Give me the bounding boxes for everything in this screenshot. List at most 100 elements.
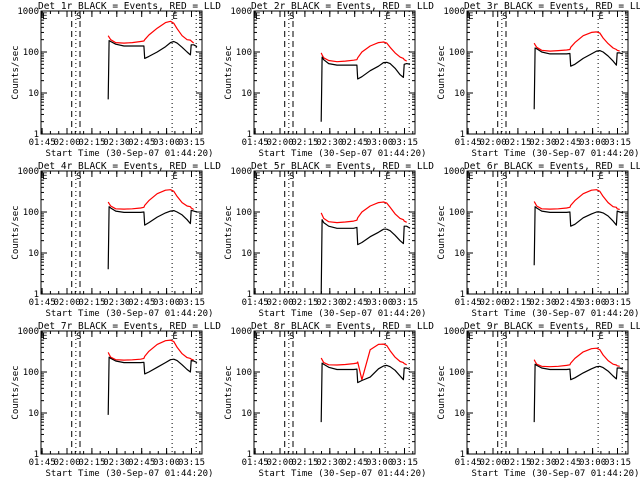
x-tick-label: 02:45 bbox=[554, 138, 581, 148]
x-tick-label: 02:15 bbox=[504, 298, 531, 308]
panel-plot: Det 4r BLACK = Events, RED = LLD 1 10 100 10… bbox=[11, 161, 221, 319]
detector-panel-2: Det 2r BLACK = Events, RED = LLD 1 10 100 10… bbox=[213, 0, 434, 160]
panel-plot: Det 6r BLACK = Events, RED = LLD 1 10 100 10… bbox=[437, 161, 640, 319]
marker-label-s: S bbox=[76, 172, 81, 182]
x-tick-label: 03:15 bbox=[604, 458, 631, 468]
x-axis-label: Start Time (30-Sep-07 01:44:20) bbox=[46, 149, 214, 159]
y-axis-label: Counts/sec bbox=[224, 45, 234, 99]
y-tick-label: 1000 bbox=[230, 327, 252, 337]
marker-label-e: E bbox=[385, 332, 390, 342]
x-tick-label: 02:30 bbox=[103, 298, 130, 308]
x-tick-label: 03:15 bbox=[391, 298, 418, 308]
y-tick-label: 10 bbox=[28, 409, 39, 419]
marker-label-s: S bbox=[502, 172, 507, 182]
x-tick-label: 02:15 bbox=[291, 458, 318, 468]
y-tick-label: 10 bbox=[454, 89, 465, 99]
series-line-lld bbox=[533, 347, 620, 368]
x-tick-label: 03:15 bbox=[391, 458, 418, 468]
detector-panel-5: Det 5r BLACK = Events, RED = LLD 1 10 100 10… bbox=[213, 160, 434, 320]
x-tick-label: 01:45 bbox=[29, 138, 56, 148]
x-tick-label: 03:15 bbox=[178, 458, 205, 468]
x-tick-label: 01:45 bbox=[29, 458, 56, 468]
x-tick-label: 02:15 bbox=[291, 298, 318, 308]
marker-label-e: E bbox=[255, 332, 260, 342]
series-line-lld bbox=[107, 20, 195, 44]
x-tick-label: 03:00 bbox=[579, 298, 606, 308]
x-tick-label: 02:00 bbox=[479, 458, 506, 468]
x-tick-label: 03:00 bbox=[579, 138, 606, 148]
marker-label-e: E bbox=[468, 172, 473, 182]
panel-plot: Det 1r BLACK = Events, RED = LLD 1 10 100 10… bbox=[11, 1, 221, 159]
x-tick-label: 02:15 bbox=[291, 138, 318, 148]
series-line-lld bbox=[107, 339, 194, 361]
x-tick-label: 02:00 bbox=[479, 298, 506, 308]
panel-title: Det 7r BLACK = Events, RED = LLD bbox=[38, 321, 221, 332]
x-tick-label: 01:45 bbox=[242, 458, 269, 468]
detector-panel-4: Det 4r BLACK = Events, RED = LLD 1 10 100 10… bbox=[0, 160, 221, 320]
series-line-events bbox=[533, 206, 624, 266]
y-tick-label: 1000 bbox=[230, 167, 252, 177]
series-line-lld bbox=[533, 189, 620, 211]
marker-label-e: E bbox=[255, 12, 260, 22]
x-tick-label: 02:00 bbox=[266, 298, 293, 308]
panel-title: Det 9r BLACK = Events, RED = LLD bbox=[464, 321, 640, 332]
x-tick-label: 02:00 bbox=[479, 138, 506, 148]
series-line-lld bbox=[107, 189, 195, 211]
series-line-events bbox=[533, 363, 624, 423]
plot-frame bbox=[40, 10, 203, 135]
x-tick-label: 02:45 bbox=[128, 138, 155, 148]
detector-panel-7: Det 7r BLACK = Events, RED = LLD 1 10 100 10… bbox=[0, 320, 221, 480]
y-tick-label: 100 bbox=[449, 48, 465, 58]
y-tick-label: 100 bbox=[236, 368, 252, 378]
y-axis-label: Counts/sec bbox=[11, 365, 21, 419]
y-tick-label: 1000 bbox=[17, 7, 39, 17]
series-line-events bbox=[320, 362, 411, 423]
series-line-events bbox=[320, 56, 411, 122]
x-tick-label: 01:45 bbox=[242, 298, 269, 308]
y-tick-label: 1 bbox=[34, 450, 39, 460]
marker-label-s: S bbox=[289, 12, 294, 22]
detector-panel-3: Det 3r BLACK = Events, RED = LLD 1 10 100 10… bbox=[426, 0, 640, 160]
panel-plot: Det 8r BLACK = Events, RED = LLD 1 10 100 10… bbox=[224, 321, 434, 479]
y-tick-label: 10 bbox=[241, 249, 252, 259]
detector-panel-1: Det 1r BLACK = Events, RED = LLD 1 10 100 10… bbox=[0, 0, 221, 160]
x-tick-label: 03:15 bbox=[604, 138, 631, 148]
x-tick-label: 02:00 bbox=[53, 458, 80, 468]
marker-label-e: E bbox=[42, 172, 47, 182]
y-tick-label: 100 bbox=[449, 208, 465, 218]
marker-label-s: S bbox=[76, 12, 81, 22]
panel-title: Det 8r BLACK = Events, RED = LLD bbox=[251, 321, 434, 332]
marker-label-e: E bbox=[468, 332, 473, 342]
y-axis-label: Counts/sec bbox=[224, 365, 234, 419]
x-tick-label: 01:45 bbox=[455, 138, 482, 148]
marker-label-s: S bbox=[502, 12, 507, 22]
y-tick-label: 1 bbox=[460, 450, 465, 460]
panel-title: Det 2r BLACK = Events, RED = LLD bbox=[251, 1, 434, 12]
panel-plot: Det 2r BLACK = Events, RED = LLD 1 10 100 10… bbox=[224, 1, 434, 159]
x-tick-label: 02:00 bbox=[53, 138, 80, 148]
x-tick-label: 03:00 bbox=[153, 298, 180, 308]
x-tick-label: 03:00 bbox=[366, 138, 393, 148]
plot-frame bbox=[466, 10, 629, 135]
y-tick-label: 1000 bbox=[17, 167, 39, 177]
y-tick-label: 10 bbox=[241, 89, 252, 99]
x-tick-label: 03:00 bbox=[366, 298, 393, 308]
x-tick-label: 02:30 bbox=[529, 298, 556, 308]
x-axis-label: Start Time (30-Sep-07 01:44:20) bbox=[472, 149, 640, 159]
y-tick-label: 1000 bbox=[443, 327, 465, 337]
detector-panel-6: Det 6r BLACK = Events, RED = LLD 1 10 100 10… bbox=[426, 160, 640, 320]
x-tick-label: 02:30 bbox=[103, 458, 130, 468]
x-tick-label: 02:30 bbox=[316, 458, 343, 468]
x-tick-label: 01:45 bbox=[455, 458, 482, 468]
x-axis-label: Start Time (30-Sep-07 01:44:20) bbox=[472, 309, 640, 319]
plot-frame bbox=[253, 10, 416, 135]
marker-label-e: E bbox=[255, 172, 260, 182]
x-tick-label: 02:30 bbox=[316, 298, 343, 308]
series-line-lld bbox=[320, 41, 407, 63]
plot-frame bbox=[40, 330, 203, 455]
marker-label-e: E bbox=[42, 12, 47, 22]
x-tick-label: 02:45 bbox=[128, 298, 155, 308]
y-axis-label: Counts/sec bbox=[11, 45, 21, 99]
y-tick-label: 1 bbox=[460, 290, 465, 300]
y-tick-label: 100 bbox=[449, 368, 465, 378]
